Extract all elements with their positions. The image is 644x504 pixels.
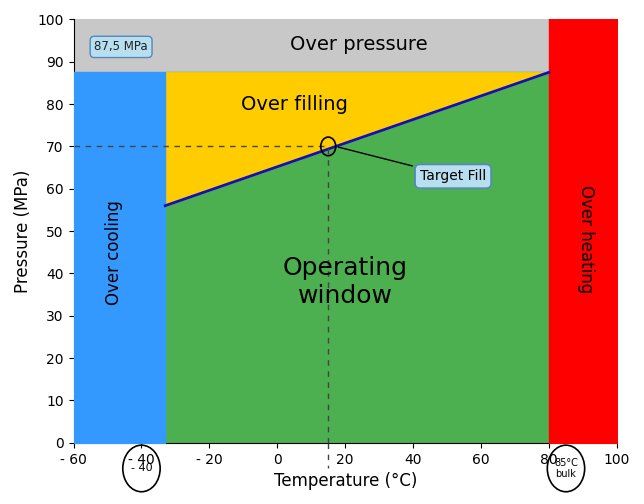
Text: - 40: - 40 [131,464,152,473]
Text: Over heating: Over heating [578,185,595,294]
X-axis label: Temperature (°C): Temperature (°C) [274,472,417,490]
Text: Target Fill: Target Fill [338,147,486,183]
Y-axis label: Pressure (MPa): Pressure (MPa) [14,169,32,293]
Text: Over filling: Over filling [241,95,348,113]
Text: Over cooling: Over cooling [106,200,123,305]
Text: 87,5 MPa: 87,5 MPa [94,40,148,53]
Text: Over pressure: Over pressure [290,35,428,54]
Text: 85°C
bulk: 85°C bulk [554,458,578,479]
Text: Operating
window: Operating window [283,256,408,308]
